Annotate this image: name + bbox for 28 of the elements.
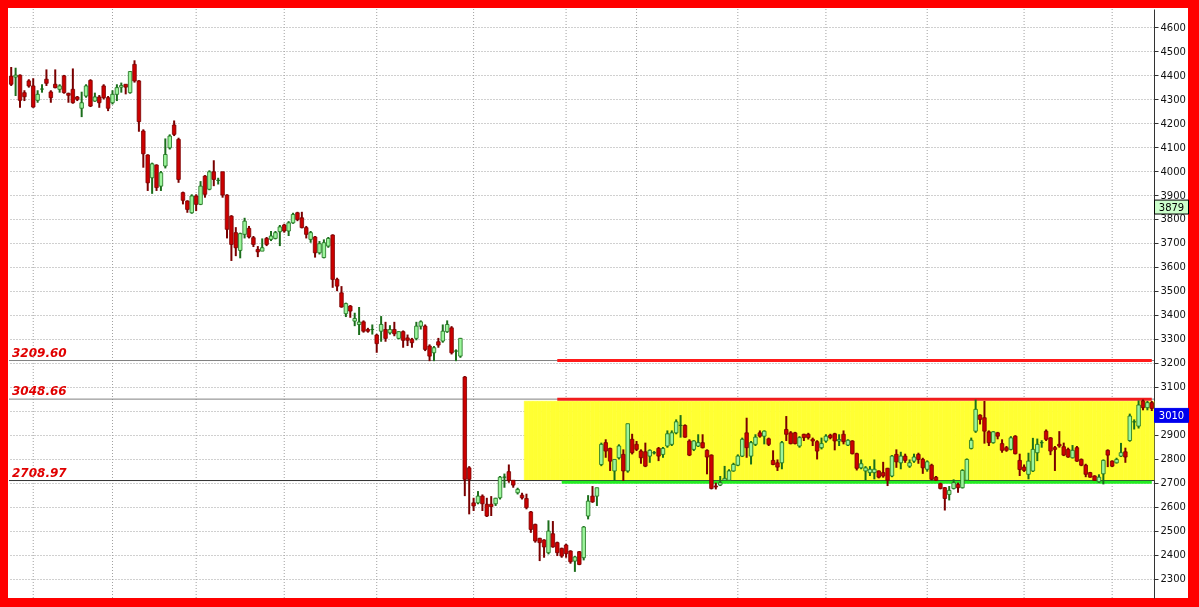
y-tick-label: 3600 [1160, 261, 1186, 273]
y-tick-label: 4600 [1160, 21, 1186, 33]
y-tick-label: 2800 [1160, 453, 1186, 465]
y-tick-label: 4300 [1160, 93, 1186, 105]
y-tick-label: 2300 [1160, 573, 1186, 585]
y-tick-label: 3500 [1160, 285, 1186, 297]
y-tick-label: 4100 [1160, 141, 1186, 153]
text: 3879 [1158, 201, 1185, 213]
y-tick-label: 2700 [1160, 477, 1186, 489]
ref-line-label: 2708.97 [12, 465, 68, 480]
y-tick-label: 2400 [1160, 549, 1186, 561]
y-tick-label: 3200 [1160, 357, 1186, 369]
y-tick-label: 3700 [1160, 237, 1186, 249]
text: 3010 [1158, 409, 1185, 421]
y-tick-label: 3100 [1160, 381, 1186, 393]
ref-line-label: 3209.60 [12, 345, 67, 360]
ref-line-label: 3048.66 [12, 384, 67, 399]
y-tick-label: 3800 [1160, 213, 1186, 225]
y-tick-label: 3900 [1160, 189, 1186, 201]
y-tick-label: 4000 [1160, 165, 1186, 177]
y-tick-label: 2600 [1160, 501, 1186, 513]
y-tick-label: 3300 [1160, 333, 1186, 345]
y-tick-label: 4400 [1160, 69, 1186, 81]
y-tick-label: 3400 [1160, 309, 1186, 321]
y-tick-label: 4500 [1160, 45, 1186, 57]
y-tick-label: 4200 [1160, 117, 1186, 129]
y-tick-label: 2500 [1160, 525, 1186, 537]
y-tick-label: 2900 [1160, 429, 1186, 441]
